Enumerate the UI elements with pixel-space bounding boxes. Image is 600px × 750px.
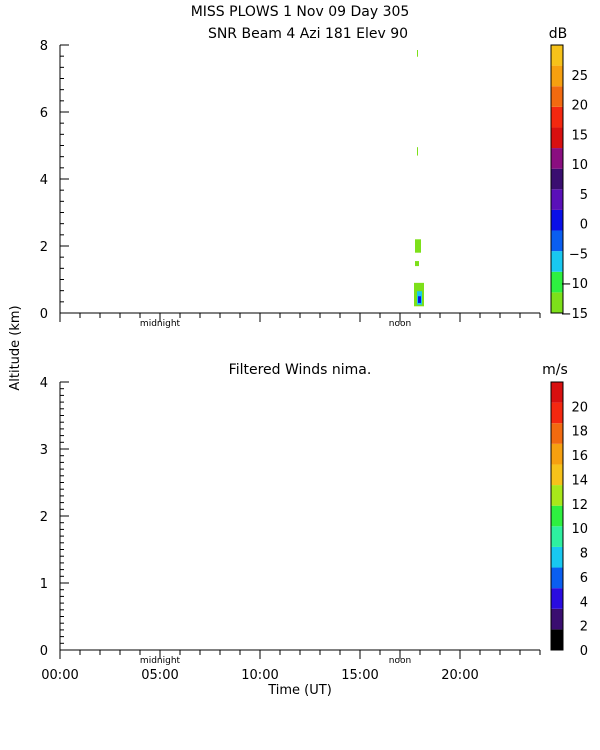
winds-colorbar-segment [551, 423, 563, 444]
time-tick-label: 05:00 [141, 668, 178, 683]
snr-y-ticks: 0 2 4 6 8 [40, 39, 69, 322]
snr-y-tick-label: 6 [40, 106, 48, 121]
winds-colorbar-label: 8 [580, 547, 588, 562]
winds-y-tick-label: 1 [40, 577, 48, 592]
winds-colorbar-unit: m/s [542, 362, 568, 378]
snr-noon-label: noon [389, 319, 411, 329]
winds-colorbar-segment [551, 402, 563, 424]
snr-colorbar-segment [551, 189, 563, 210]
snr-y-tick-label: 8 [40, 39, 48, 54]
winds-colorbar-label: 0 [580, 644, 588, 659]
winds-y-tick-label: 2 [40, 510, 48, 525]
snr-data [414, 50, 424, 307]
snr-data-cell [417, 50, 418, 57]
winds-colorbar-segment [551, 526, 563, 547]
winds-colorbar-label: 14 [571, 473, 588, 488]
winds-colorbar-label: 10 [571, 522, 588, 537]
snr-colorbar: −15 −10 −5 0 5 10 15 20 25 [550, 44, 588, 322]
snr-x-ticks [59, 313, 541, 322]
time-tick-label: 15:00 [341, 668, 378, 683]
snr-colorbar-label: 5 [580, 188, 588, 203]
winds-colorbar-label: 2 [580, 620, 588, 635]
snr-colorbar-label: 20 [571, 99, 588, 114]
snr-data-cell [418, 296, 421, 303]
snr-colorbar-segment [551, 271, 563, 293]
snr-colorbar-segment [551, 86, 563, 107]
winds-noon-label: noon [389, 656, 411, 666]
snr-colorbar-segment [551, 65, 563, 87]
winds-colorbar-label: 18 [571, 425, 588, 440]
snr-data-cell [415, 239, 421, 253]
winds-colorbar-segment [551, 629, 563, 650]
winds-colorbar-segment [551, 505, 563, 527]
panel1-title: SNR Beam 4 Azi 181 Elev 90 [208, 26, 408, 42]
time-tick-label: 00:00 [41, 668, 78, 683]
winds-colorbar-segment [551, 608, 563, 630]
snr-colorbar-segment [551, 230, 563, 252]
time-tick-labels: 00:00 05:00 10:00 15:00 20:00 [41, 668, 478, 683]
snr-colorbar-label: −15 [561, 307, 588, 322]
winds-y-ticks: 0 1 2 3 4 [40, 376, 69, 659]
snr-panel: 0 2 4 6 8 midnight noon dB −15 −10 −5 0 5 10 15 20 2… [40, 26, 588, 329]
winds-y-tick-label: 4 [40, 376, 48, 391]
time-tick-label: 20:00 [441, 668, 478, 683]
winds-colorbar: 0 2 4 6 8 10 12 14 16 18 20 [550, 381, 588, 659]
snr-colorbar-segment [551, 106, 563, 128]
snr-data-cell [415, 261, 419, 267]
snr-colorbar-segment [551, 148, 563, 169]
header-title: MISS PLOWS 1 Nov 09 Day 305 [191, 4, 410, 20]
snr-y-tick-label: 2 [40, 240, 48, 255]
winds-colorbar-label: 16 [571, 449, 588, 464]
winds-colorbar-segment [551, 382, 563, 403]
snr-colorbar-frame [550, 44, 564, 314]
winds-colorbar-segment [551, 546, 563, 568]
winds-colorbar-segment [551, 464, 563, 486]
snr-colorbar-label: 15 [571, 128, 588, 143]
snr-midnight-label: midnight [140, 319, 181, 329]
snr-y-tick-label: 0 [40, 307, 48, 322]
snr-colorbar-segment [551, 127, 563, 149]
snr-data-cell [417, 147, 418, 156]
winds-colorbar-label: 20 [571, 400, 588, 415]
snr-colorbar-segment [551, 251, 563, 272]
winds-colorbar-frame [550, 381, 564, 651]
winds-colorbar-segment [551, 485, 563, 506]
winds-x-ticks [59, 650, 541, 659]
snr-colorbar-segment [551, 168, 563, 190]
snr-colorbar-label: 0 [580, 218, 588, 233]
snr-colorbar-segment [551, 292, 563, 313]
snr-colorbar-label: −5 [569, 247, 588, 262]
winds-colorbar-segment [551, 588, 563, 609]
winds-colorbar-label: 6 [580, 571, 588, 586]
winds-colorbar-segment [551, 567, 563, 589]
snr-colorbar-unit: dB [549, 26, 568, 42]
winds-colorbar-label: 4 [580, 595, 588, 610]
winds-colorbar-label: 12 [571, 498, 588, 513]
snr-colorbar-segment [551, 45, 563, 66]
y-axis-label: Altitude (km) [8, 305, 23, 390]
winds-midnight-label: midnight [140, 656, 181, 666]
time-tick-label: 10:00 [241, 668, 278, 683]
winds-y-tick-label: 0 [40, 644, 48, 659]
x-axis-label: Time (UT) [267, 683, 332, 698]
snr-colorbar-label: 10 [571, 158, 588, 173]
snr-colorbar-label: 25 [571, 69, 588, 84]
panel2-title: Filtered Winds nima. [229, 362, 372, 378]
snr-y-tick-label: 4 [40, 173, 48, 188]
winds-y-tick-label: 3 [40, 443, 48, 458]
snr-colorbar-segment [551, 209, 563, 231]
winds-colorbar-segment [551, 443, 563, 465]
snr-colorbar-label: −10 [561, 277, 588, 292]
